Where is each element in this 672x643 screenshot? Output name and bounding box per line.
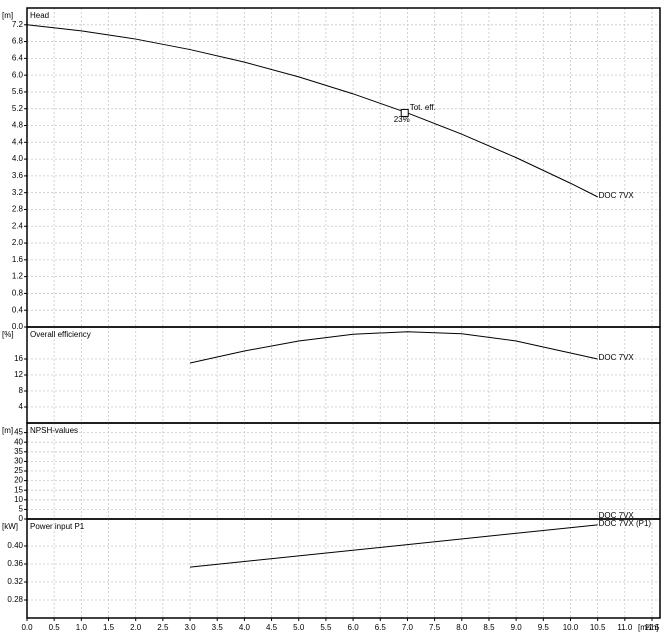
y-tick-label: 5.6 — [12, 87, 24, 96]
y-tick-label: 1.2 — [12, 272, 24, 281]
x-tick-label: 3.5 — [212, 623, 224, 632]
x-tick-label: 8.5 — [483, 623, 495, 632]
y-tick-label: 4.8 — [12, 121, 24, 130]
y-tick-label: 2.0 — [12, 238, 24, 247]
x-tick-label: 9.5 — [538, 623, 550, 632]
panel-frame — [26, 7, 661, 328]
series-label: DOC 7VX — [599, 191, 635, 200]
x-tick-label: 3.0 — [184, 623, 196, 632]
x-tick-label: 10.0 — [563, 623, 579, 632]
x-tick-label: 7.5 — [429, 623, 441, 632]
x-tick-label: 0.0 — [21, 623, 33, 632]
x-tick-label: 6.0 — [348, 623, 360, 632]
annotation-note: 23% — [394, 115, 410, 124]
y-tick-label: 30 — [14, 457, 23, 466]
x-tick-label: 1.0 — [76, 623, 88, 632]
y-tick-label: 0.0 — [12, 322, 24, 331]
curve — [189, 331, 598, 364]
x-tick-label: 2.5 — [157, 623, 169, 632]
panel-title: Overall efficiency — [30, 330, 91, 339]
y-tick-label: 1.6 — [12, 255, 24, 264]
y-tick-label: 5 — [19, 505, 24, 514]
y-tick-label: 2.4 — [12, 221, 24, 230]
y-tick-label: 15 — [14, 485, 23, 494]
x-tick-label: 4.5 — [266, 623, 278, 632]
panel-title: Head — [30, 11, 49, 20]
x-tick-label: 1.5 — [103, 623, 115, 632]
x-tick-label: 10.5 — [590, 623, 606, 632]
efficiency-marker — [400, 108, 409, 117]
curve — [26, 24, 598, 198]
x-tick-label: 11.5 — [645, 623, 661, 632]
y-tick-label: 0.28 — [7, 595, 23, 604]
y-tick-label: 40 — [14, 437, 23, 446]
y-tick-label: 0.4 — [12, 305, 24, 314]
y-tick-label: 25 — [14, 466, 23, 475]
y-unit: [%] — [2, 330, 14, 339]
y-tick-label: 4 — [19, 402, 24, 411]
x-tick-label: 9.0 — [511, 623, 523, 632]
y-tick-label: 20 — [14, 476, 23, 485]
y-tick-label: 0 — [19, 514, 24, 523]
y-tick-label: 12 — [14, 370, 23, 379]
x-tick-label: 8.0 — [456, 623, 468, 632]
y-tick-label: 16 — [14, 354, 23, 363]
panel-title: NPSH-values — [30, 426, 78, 435]
y-tick-label: 6.4 — [12, 53, 24, 62]
x-tick-label: 6.5 — [375, 623, 387, 632]
x-tick-label: 5.5 — [320, 623, 332, 632]
y-tick-label: 2.8 — [12, 205, 24, 214]
x-tick-label: 5.0 — [293, 623, 305, 632]
x-tick-label: 7.0 — [402, 623, 414, 632]
annotation: Tot. eff. — [410, 103, 436, 112]
y-tick-label: 5.2 — [12, 104, 24, 113]
y-tick-label: 0.36 — [7, 559, 23, 568]
y-tick-label: 3.6 — [12, 171, 24, 180]
y-tick-label: 10 — [14, 495, 23, 504]
y-tick-label: 6.0 — [12, 70, 24, 79]
y-tick-label: 3.2 — [12, 188, 24, 197]
series-label: DOC 7VX — [599, 511, 635, 520]
y-tick-label: 4.4 — [12, 137, 24, 146]
y-unit: [kW] — [2, 522, 18, 531]
y-unit: [m] — [2, 11, 13, 20]
y-tick-label: 45 — [14, 428, 23, 437]
y-unit: [m] — [2, 426, 13, 435]
curve — [189, 524, 598, 568]
y-tick-label: 0.40 — [7, 541, 23, 550]
panel-title: Power input P1 — [30, 522, 85, 531]
y-tick-label: 35 — [14, 447, 23, 456]
x-tick-label: 11.0 — [617, 623, 633, 632]
y-tick-label: 8 — [19, 386, 24, 395]
panel-frame — [26, 518, 661, 619]
x-unit: [m³/h] — [638, 623, 658, 632]
x-tick-label: 2.0 — [130, 623, 142, 632]
y-tick-label: 0.32 — [7, 577, 23, 586]
series-label: DOC 7VX (P1) — [599, 519, 652, 528]
y-tick-label: 4.0 — [12, 154, 24, 163]
x-tick-label: 0.5 — [49, 623, 61, 632]
y-tick-label: 7.2 — [12, 20, 24, 29]
series-label: DOC 7VX — [599, 353, 635, 362]
y-tick-label: 0.8 — [12, 289, 24, 298]
x-tick-label: 4.0 — [239, 623, 251, 632]
y-tick-label: 6.8 — [12, 37, 24, 46]
